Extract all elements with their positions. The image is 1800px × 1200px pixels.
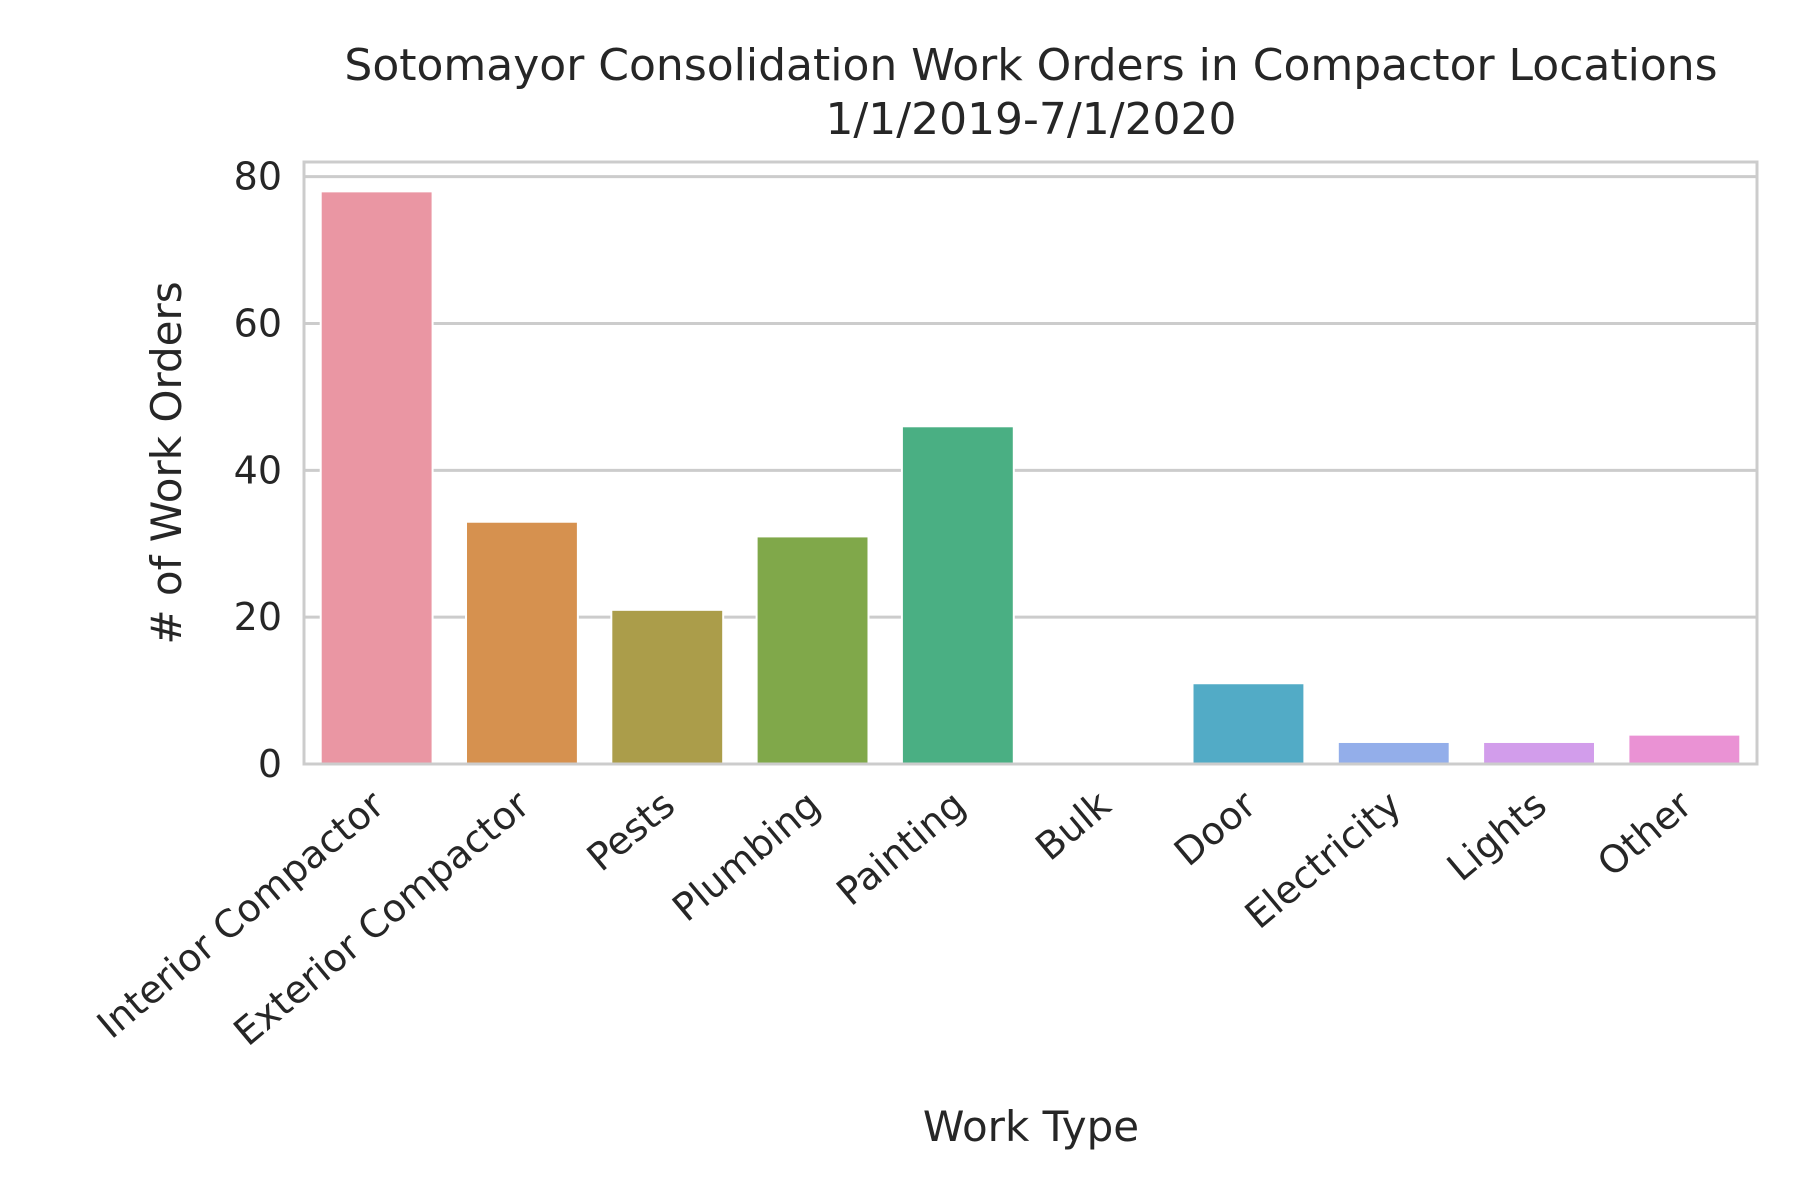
x-axis-label: Work Type — [923, 1102, 1139, 1151]
y-axis-label: # of Work Orders — [142, 281, 191, 644]
y-tick-label: 0 — [258, 742, 282, 786]
bar-door — [1191, 682, 1306, 765]
y-tick-labels: 0 20 40 60 80 — [234, 155, 282, 786]
x-tick-label: Plumbing — [664, 782, 828, 930]
x-tick-label: Electricity — [1237, 782, 1410, 937]
bar-exterior-compactor — [465, 520, 579, 765]
bar-interior-compactor — [319, 190, 434, 766]
bars — [319, 190, 1742, 766]
bar-plumbing — [755, 535, 870, 765]
bar-lights — [1482, 740, 1596, 765]
y-tick-label: 80 — [234, 155, 282, 199]
x-tick-label: Lights — [1439, 782, 1555, 889]
plot-frame — [302, 160, 1759, 766]
x-tick-label: Bulk — [1027, 782, 1119, 869]
x-tick-label: Painting — [828, 782, 973, 914]
bar-other — [1627, 733, 1742, 766]
x-tick-label: Door — [1166, 782, 1265, 875]
bar-painting — [900, 425, 1015, 765]
chart-subtitle: 1/1/2019-7/1/2020 — [825, 94, 1236, 145]
y-tick-label: 60 — [234, 302, 282, 346]
x-tick-label: Other — [1589, 782, 1700, 885]
chart-title: Sotomayor Consolidation Work Orders in C… — [344, 40, 1717, 91]
bar-electricity — [1336, 740, 1451, 765]
y-tick-label: 40 — [234, 448, 282, 492]
y-tick-label: 20 — [234, 595, 282, 639]
x-tick-label: Pests — [579, 782, 683, 880]
bar-pests — [610, 608, 725, 766]
